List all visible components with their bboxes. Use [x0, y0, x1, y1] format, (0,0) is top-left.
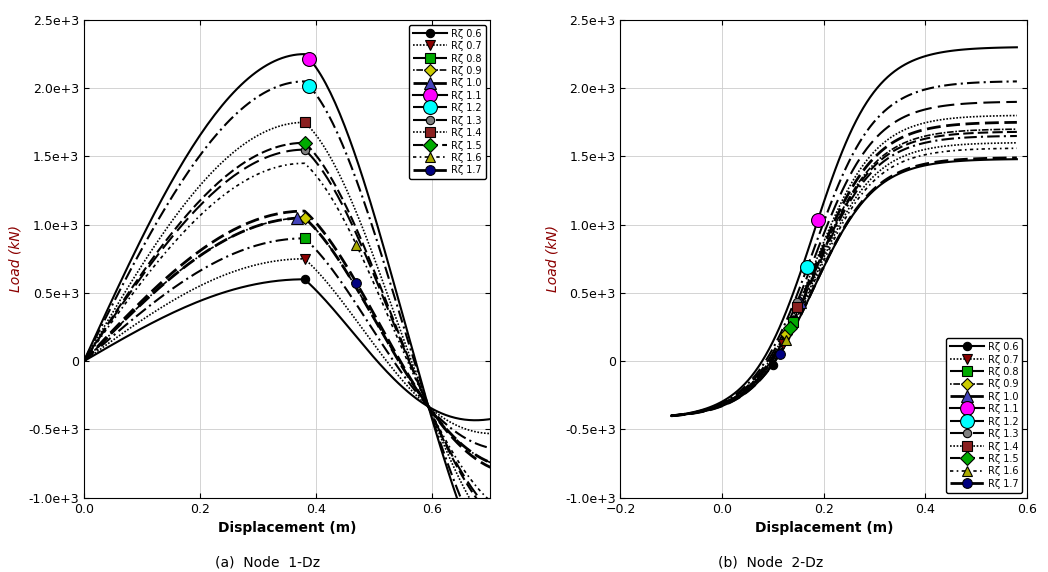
Text: (a)  Node  1-Dz: (a) Node 1-Dz — [215, 555, 320, 569]
Legend: Rζ 0.6, Rζ 0.7, Rζ 0.8, Rζ 0.9, Rζ 1.0, Rζ 1.1, Rζ 1.2, Rζ 1.3, Rζ 1.4, Rζ 1.5, : Rζ 0.6, Rζ 0.7, Rζ 0.8, Rζ 0.9, Rζ 1.0, … — [946, 338, 1022, 493]
Text: (b)  Node  2-Dz: (b) Node 2-Dz — [718, 555, 823, 569]
Legend: Rζ 0.6, Rζ 0.7, Rζ 0.8, Rζ 0.9, Rζ 1.0, Rζ 1.1, Rζ 1.2, Rζ 1.3, Rζ 1.4, Rζ 1.5, : Rζ 0.6, Rζ 0.7, Rζ 0.8, Rζ 0.9, Rζ 1.0, … — [409, 25, 485, 180]
X-axis label: Displacement (m): Displacement (m) — [755, 521, 893, 535]
Y-axis label: Load (kN): Load (kN) — [8, 225, 23, 292]
X-axis label: Displacement (m): Displacement (m) — [218, 521, 356, 535]
Y-axis label: Load (kN): Load (kN) — [545, 225, 560, 292]
